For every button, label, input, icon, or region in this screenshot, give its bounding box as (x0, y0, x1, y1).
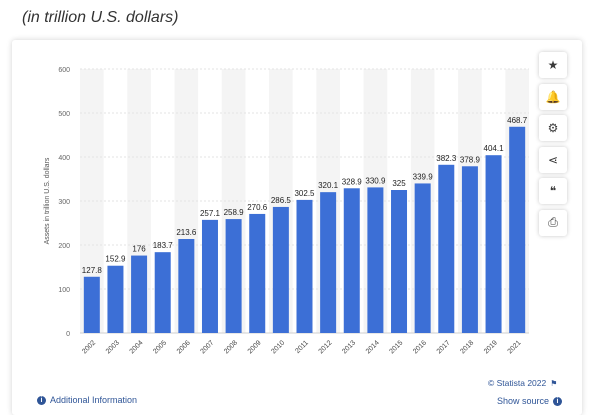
x-tick-label: 2014 (365, 339, 381, 355)
quote-button[interactable]: ❝ (539, 178, 567, 204)
x-tick-label: 2006 (176, 339, 192, 355)
bar (83, 276, 100, 333)
data-label: 404.1 (484, 144, 505, 153)
data-label: 127.8 (82, 266, 103, 275)
chart-toolbar: ★ 🔔 ⚙ ⋖ ❝ ⎙ (539, 52, 567, 241)
data-label: 468.7 (507, 116, 528, 125)
data-label: 257.1 (200, 209, 221, 218)
x-tick-label: 2005 (152, 339, 168, 355)
x-tick-label: 2008 (223, 339, 239, 355)
data-label: 286.5 (271, 196, 292, 205)
bar (107, 265, 124, 333)
x-tick-label: 2017 (436, 339, 452, 355)
flag-icon: ⚑ (550, 378, 558, 388)
data-label: 270.6 (247, 203, 268, 212)
data-label: 258.9 (224, 208, 245, 217)
bar (272, 206, 289, 333)
x-tick-label: 2003 (105, 339, 121, 355)
x-tick-label: 2016 (412, 339, 428, 355)
bar (320, 192, 337, 333)
x-tick-label: 2013 (341, 339, 357, 355)
data-label: 325 (392, 179, 406, 188)
info-icon: i (37, 395, 46, 405)
bar (343, 188, 360, 333)
x-tick-label: 2018 (459, 339, 475, 355)
x-tick-label: 2011 (294, 339, 310, 355)
print-icon: ⎙ (548, 215, 558, 229)
additional-information-link[interactable]: i Additional Information (33, 395, 137, 405)
y-axis-label: Assets in trillion U.S. dollars (44, 157, 51, 244)
chart-subtitle: (in trillion U.S. dollars) (22, 9, 179, 26)
x-tick-label: 2015 (388, 339, 404, 355)
bar (131, 255, 148, 333)
y-tick-label: 100 (58, 287, 70, 294)
data-label: 328.9 (342, 177, 363, 186)
column-band (80, 69, 104, 333)
copyright-label: © Statista 2022 (488, 378, 547, 388)
x-tick-label: 2007 (199, 339, 215, 355)
bar (178, 239, 195, 333)
bar (201, 219, 218, 333)
x-tick-label: 2004 (129, 339, 145, 355)
bar (509, 126, 526, 333)
star-button[interactable]: ★ (539, 52, 567, 78)
share-button[interactable]: ⋖ (539, 146, 567, 173)
bar (485, 155, 502, 333)
data-label: 302.5 (294, 189, 315, 198)
data-label: 213.6 (176, 228, 197, 237)
x-tick-label: 2009 (247, 339, 263, 355)
bar (414, 183, 431, 333)
show-source-label: Show source (497, 396, 550, 406)
x-tick-label: 2012 (318, 339, 334, 355)
data-label: 152.9 (105, 255, 126, 264)
bar (438, 164, 455, 333)
bar (367, 187, 384, 333)
data-label: 176 (132, 245, 146, 254)
x-tick-label: 2002 (81, 339, 97, 355)
x-tick-label: 2010 (270, 339, 286, 355)
data-label: 330.9 (365, 176, 386, 185)
info-icon: i (553, 396, 563, 406)
bar (249, 213, 266, 333)
additional-information-label: Additional Information (50, 395, 138, 405)
y-tick-label: 0 (66, 331, 70, 338)
bar (225, 219, 242, 333)
data-label: 378.9 (460, 155, 481, 164)
x-tick-label: 2021 (507, 339, 523, 355)
y-tick-label: 400 (58, 155, 70, 162)
print-button[interactable]: ⎙ (539, 209, 567, 236)
statista-copyright[interactable]: © Statista 2022 ⚑ (488, 378, 557, 388)
show-source-link[interactable]: Show source i (497, 396, 566, 406)
star-icon: ★ (547, 58, 559, 72)
bell-icon: 🔔 (545, 89, 561, 104)
y-tick-label: 200 (58, 243, 70, 250)
bar (296, 199, 313, 333)
bar (461, 166, 478, 333)
bar (154, 252, 171, 333)
bell-button[interactable]: 🔔 (539, 83, 567, 110)
quote-icon: ❝ (549, 184, 557, 198)
gear-button[interactable]: ⚙ (539, 115, 567, 141)
data-label: 382.3 (436, 154, 457, 163)
bar (391, 190, 408, 333)
data-label: 320.1 (318, 181, 339, 190)
y-tick-label: 500 (58, 111, 70, 118)
data-label: 183.7 (153, 241, 174, 250)
y-tick-label: 600 (58, 67, 70, 74)
data-label: 339.9 (413, 172, 434, 181)
share-icon: ⋖ (547, 152, 559, 167)
x-tick-label: 2019 (483, 339, 499, 355)
y-tick-label: 300 (58, 199, 70, 206)
gear-icon: ⚙ (547, 121, 559, 135)
